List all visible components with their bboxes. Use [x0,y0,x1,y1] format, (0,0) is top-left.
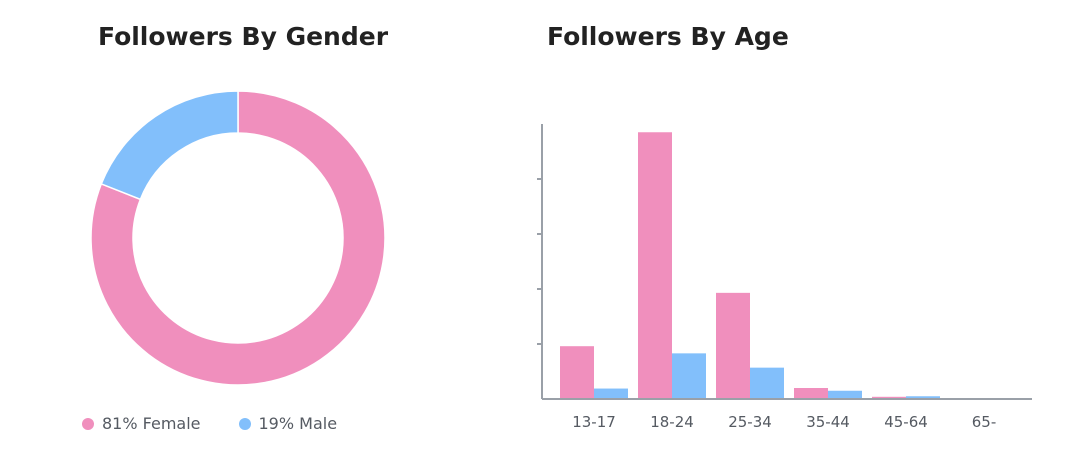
legend-label-female: 81% Female [102,414,201,433]
bar-18-24-pink [638,132,672,399]
bar-45-64-blue [906,396,940,399]
x-tick-label: 18-24 [650,413,694,431]
donut-slice-female [90,90,386,386]
age-bar-chart: 13-17 18-24 25-34 35-44 45-64 65- [537,124,1032,431]
donut-slice-male [100,90,239,201]
bar-45-64-pink [872,396,906,399]
legend-label-male: 19% Male [258,414,338,433]
bar-13-17-blue [594,388,628,399]
bar-35-44-pink [794,388,828,399]
gender-chart-title: Followers By Gender [98,22,389,51]
bar-13-17-pink [560,346,594,399]
x-tick-label: 25-34 [728,413,772,431]
legend-dot-female [82,417,94,430]
bar-25-34-blue [750,367,784,399]
bar-35-44-blue [828,390,862,399]
bar-25-34-pink [716,292,750,399]
x-tick-label: 13-17 [572,413,616,431]
age-chart-title: Followers By Age [547,22,789,51]
legend-item-male: 19% Male [238,414,338,433]
legend-dot-male [238,417,251,430]
x-tick-label: 65- [972,413,997,431]
x-tick-label: 35-44 [806,413,850,431]
bar-18-24-blue [672,353,706,399]
legend-item-female: 81% Female [82,414,201,433]
gender-legend: 81% Female 19% Male [82,414,375,433]
x-tick-label: 45-64 [884,413,928,431]
gender-donut-chart [90,90,386,386]
